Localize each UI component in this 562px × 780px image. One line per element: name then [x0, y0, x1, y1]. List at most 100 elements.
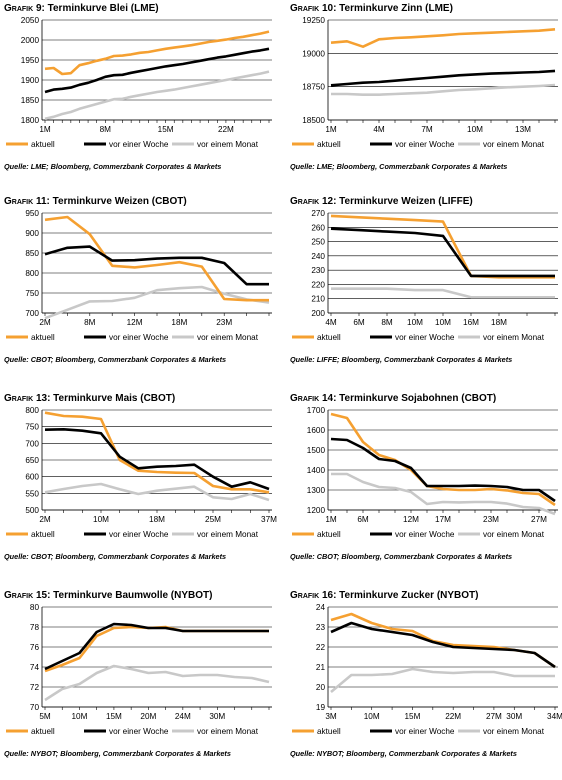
chart-panel: Grafik 14: Terminkurve Sojabohnen (CBOT)… [290, 393, 562, 583]
legend-label: aktuell [317, 333, 341, 342]
y-tick-label: 70 [30, 703, 40, 712]
chart-title-prefix: Grafik 15: [4, 590, 51, 601]
y-tick-label: 750 [25, 423, 39, 432]
y-tick-label: 950 [25, 209, 39, 218]
chart-title: Grafik 13: Terminkurve Mais (CBOT) [4, 393, 175, 404]
x-tick-label: 15M [158, 125, 174, 134]
legend-label: vor einem Monat [483, 333, 545, 342]
y-tick-label: 74 [30, 663, 40, 672]
chart-source-note: Quelle: LME; Bloomberg, Commerzbank Corp… [4, 162, 222, 171]
legend-label: vor einer Woche [395, 727, 455, 736]
chart-source-note: Quelle: LIFFE; Bloomberg, Commerzbank Co… [290, 355, 513, 364]
legend-label: vor einem Monat [197, 530, 259, 539]
x-tick-label: 10M [93, 515, 109, 524]
x-tick-label: 10M [364, 712, 380, 721]
y-tick-label: 19250 [302, 16, 325, 25]
y-tick-label: 800 [25, 406, 39, 415]
y-tick-label: 220 [311, 280, 325, 289]
series-line-vor-einem-monat [44, 664, 270, 702]
y-tick-label: 1700 [307, 406, 326, 415]
x-tick-label: 1M [39, 125, 51, 134]
series-line-aktuell [44, 215, 269, 302]
y-tick-label: 200 [311, 309, 325, 318]
chart-title: Grafik 15: Terminkurve Baumwolle (NYBOT) [4, 590, 212, 601]
y-tick-label: 80 [30, 603, 40, 612]
y-tick-label: 18750 [302, 83, 325, 92]
legend-label: vor einem Monat [483, 727, 545, 736]
x-tick-label: 18M [491, 318, 507, 327]
chart-title: Grafik 11: Terminkurve Weizen (CBOT) [4, 196, 187, 207]
y-tick-label: 210 [311, 295, 325, 304]
series-line-vor-einer-woche [44, 47, 270, 94]
y-tick-label: 230 [311, 266, 325, 275]
x-tick-label: 30M [506, 712, 522, 721]
chart-svg: 1200 1300 1400 1500 1600 1700 1M 6M 12M 17M 23M 27M… [292, 406, 558, 539]
series-line-vor-einer-woche [330, 621, 556, 669]
y-tick-label: 1500 [307, 446, 326, 455]
series-line-vor-einem-monat [331, 83, 556, 96]
x-tick-label: 1M [325, 515, 337, 524]
chart-title-main: Terminkurve Weizen (LIFFE) [336, 196, 473, 207]
series-line-aktuell [44, 411, 270, 494]
series-line-aktuell [330, 28, 556, 49]
series-line-vor-einer-woche [330, 227, 555, 278]
x-tick-label: 6M [357, 515, 369, 524]
x-tick-label: 6M [353, 318, 365, 327]
series-line-vor-einer-woche [330, 437, 556, 503]
legend-label: aktuell [31, 333, 55, 342]
x-tick-label: 4M [373, 125, 385, 134]
y-tick-label: 240 [311, 252, 325, 261]
x-tick-label: 30M [209, 712, 225, 721]
legend-label: aktuell [31, 140, 55, 149]
chart-title-main: Terminkurve Sojabohnen (CBOT) [336, 393, 497, 404]
series-line-vor-einem-monat [44, 482, 270, 502]
legend-label: aktuell [317, 140, 341, 149]
series-line-vor-einer-woche [44, 622, 269, 671]
x-tick-label: 12M [127, 318, 143, 327]
y-tick-label: 72 [30, 683, 40, 692]
y-tick-label: 1950 [21, 56, 40, 65]
legend-label: vor einer Woche [395, 140, 455, 149]
x-tick-label: 27M [531, 515, 547, 524]
x-tick-label: 4M [325, 318, 337, 327]
x-tick-label: 3M [325, 712, 337, 721]
y-tick-label: 23 [316, 623, 326, 632]
y-tick-label: 1400 [307, 466, 326, 475]
y-tick-label: 2050 [21, 16, 40, 25]
y-tick-label: 1200 [307, 506, 326, 515]
x-tick-label: 20M [140, 712, 156, 721]
chart-title: Grafik 12: Terminkurve Weizen (LIFFE) [290, 196, 473, 207]
y-tick-label: 1900 [21, 76, 40, 85]
x-tick-label: 16M [463, 318, 479, 327]
x-tick-label: 8M [100, 125, 112, 134]
chart-title: Grafik 16: Terminkurve Zucker (NYBOT) [290, 590, 478, 601]
series-line-aktuell [44, 30, 270, 76]
x-tick-label: 2M [39, 515, 51, 524]
chart-title-prefix: Grafik 14: [290, 393, 337, 404]
legend-label: vor einem Monat [483, 140, 545, 149]
x-tick-label: 7M [421, 125, 433, 134]
x-tick-label: 12M [403, 515, 419, 524]
legend-label: vor einem Monat [197, 333, 259, 342]
series-line-vor-einer-woche [44, 427, 270, 491]
y-tick-label: 270 [311, 209, 325, 218]
series-line-vor-einem-monat [44, 285, 270, 320]
y-tick-label: 750 [25, 289, 39, 298]
chart-source-note: Quelle: CBOT; Bloomberg, Commerzbank Cor… [290, 552, 513, 561]
y-tick-label: 800 [25, 269, 39, 278]
chart-title-prefix: Grafik 13: [4, 393, 51, 404]
y-tick-label: 700 [25, 439, 39, 448]
x-tick-label: 10M [467, 125, 483, 134]
series-line-aktuell [330, 612, 556, 669]
chart-title: Grafik 9: Terminkurve Blei (LME) [4, 3, 159, 14]
legend-label: vor einem Monat [197, 727, 259, 736]
x-tick-label: 5M [39, 712, 51, 721]
chart-title-main: Terminkurve Mais (CBOT) [50, 393, 176, 404]
chart-svg: 700 750 800 850 900 950 2M 8M 12M 18M 23M aktuell vo… [6, 209, 272, 342]
chart-panel: Grafik 9: Terminkurve Blei (LME) 1800 1850… [4, 3, 284, 193]
x-tick-label: 10M [435, 318, 451, 327]
x-tick-label: 2M [39, 318, 51, 327]
y-tick-label: 20 [316, 683, 326, 692]
legend-label: vor einer Woche [395, 333, 455, 342]
x-tick-label: 17M [435, 515, 451, 524]
